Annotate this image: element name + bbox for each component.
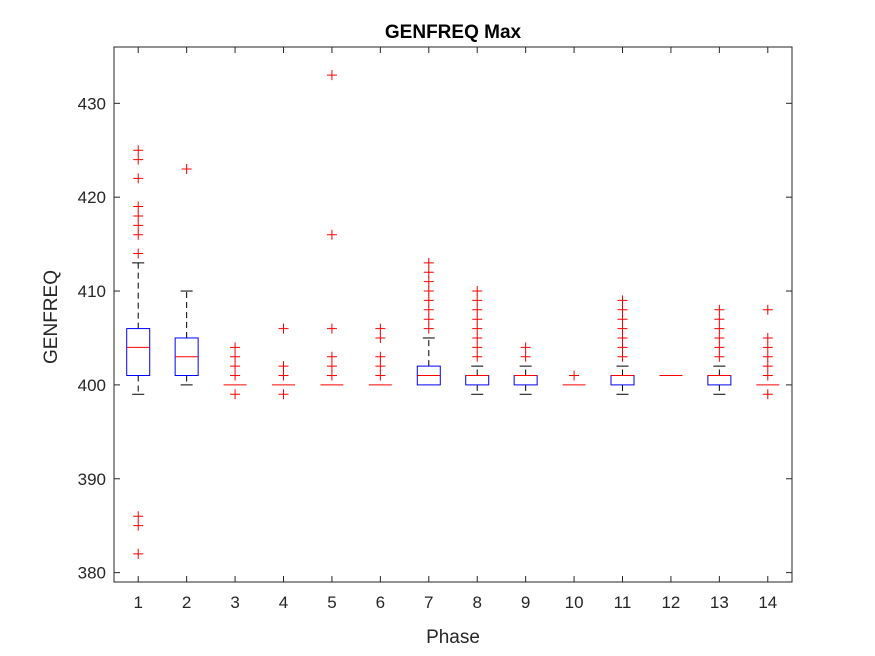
x-tick-label: 2: [182, 593, 191, 612]
outlier-point: [230, 342, 241, 353]
outlier-point: [472, 332, 483, 343]
outlier-point: [278, 389, 289, 400]
outlier-point: [714, 314, 725, 325]
outlier-point: [326, 229, 337, 240]
outlier-point: [133, 210, 144, 221]
outlier-point: [762, 389, 773, 400]
outlier-point: [326, 370, 337, 381]
x-tick-label: 12: [661, 593, 680, 612]
y-tick-label: 390: [78, 470, 106, 489]
outlier-point: [423, 257, 434, 268]
axes-frame: [113, 46, 793, 583]
outlier-point: [230, 351, 241, 362]
outlier-point: [133, 145, 144, 156]
outlier-point: [762, 370, 773, 381]
outlier-point: [617, 314, 628, 325]
outlier-point: [423, 314, 434, 325]
outlier-point: [278, 361, 289, 372]
x-axis-label: Phase: [426, 627, 480, 648]
outlier-point: [714, 351, 725, 362]
outlier-point: [617, 342, 628, 353]
outlier-point: [617, 295, 628, 306]
outlier-point: [375, 332, 386, 343]
outlier-point: [423, 286, 434, 297]
outlier-point: [714, 332, 725, 343]
outlier-point: [181, 164, 192, 175]
outlier-point: [133, 220, 144, 231]
outlier-point: [472, 286, 483, 297]
outlier-point: [714, 323, 725, 334]
y-tick-label: 420: [78, 188, 106, 207]
outlier-point: [520, 342, 531, 353]
x-tick-label: 3: [230, 593, 239, 612]
outlier-point: [133, 248, 144, 259]
outlier-point: [133, 520, 144, 531]
outlier-point: [375, 370, 386, 381]
outlier-point: [472, 342, 483, 353]
x-tick-label: 9: [521, 593, 530, 612]
outlier-point: [520, 351, 531, 362]
outlier-point: [230, 361, 241, 372]
outlier-point: [230, 370, 241, 381]
outlier-point: [133, 173, 144, 184]
outlier-point: [762, 304, 773, 315]
x-tick-label: 6: [376, 593, 385, 612]
outlier-point: [423, 304, 434, 315]
outlier-point: [326, 70, 337, 81]
y-tick-label: 410: [78, 282, 106, 301]
outlier-point: [375, 361, 386, 372]
outlier-point: [617, 323, 628, 334]
x-tick-label: 7: [424, 593, 433, 612]
outlier-point: [326, 323, 337, 334]
outlier-point: [714, 304, 725, 315]
x-tick-label: 4: [279, 593, 288, 612]
outlier-point: [423, 295, 434, 306]
y-tick-label: 430: [78, 94, 106, 113]
outlier-point: [714, 342, 725, 353]
outlier-point: [326, 361, 337, 372]
x-tick-label: 10: [565, 593, 584, 612]
box-iqr: [126, 328, 151, 377]
outlier-point: [472, 304, 483, 315]
x-tick-label: 5: [327, 593, 336, 612]
y-axis-label: GENFREQ: [41, 270, 62, 364]
outlier-point: [472, 314, 483, 325]
outlier-point: [375, 351, 386, 362]
outlier-point: [278, 323, 289, 334]
outlier-point: [375, 323, 386, 334]
outlier-point: [617, 351, 628, 362]
outlier-point: [762, 332, 773, 343]
outlier-point: [472, 351, 483, 362]
outlier-point: [133, 548, 144, 559]
outlier-point: [617, 304, 628, 315]
outlier-point: [230, 389, 241, 400]
y-tick-label: 400: [78, 376, 106, 395]
outlier-point: [133, 154, 144, 165]
outlier-point: [133, 511, 144, 522]
outlier-point: [423, 267, 434, 278]
x-tick-label: 11: [614, 593, 632, 612]
x-tick-label: 13: [710, 593, 729, 612]
outlier-point: [326, 351, 337, 362]
outlier-point: [569, 370, 580, 381]
outlier-point: [278, 370, 289, 381]
x-tick-label: 8: [472, 593, 481, 612]
outlier-point: [423, 276, 434, 287]
outlier-point: [617, 332, 628, 343]
outlier-point: [133, 229, 144, 240]
outlier-point: [472, 295, 483, 306]
outlier-point: [762, 342, 773, 353]
outlier-point: [472, 323, 483, 334]
x-tick-label: 1: [133, 593, 142, 612]
x-tick-label: 14: [758, 593, 777, 612]
y-tick-label: 380: [78, 564, 106, 583]
outlier-point: [423, 323, 434, 334]
outlier-point: [762, 361, 773, 372]
outlier-point: [762, 351, 773, 362]
outlier-point: [133, 201, 144, 212]
chart-title: GENFREQ Max: [385, 22, 522, 43]
